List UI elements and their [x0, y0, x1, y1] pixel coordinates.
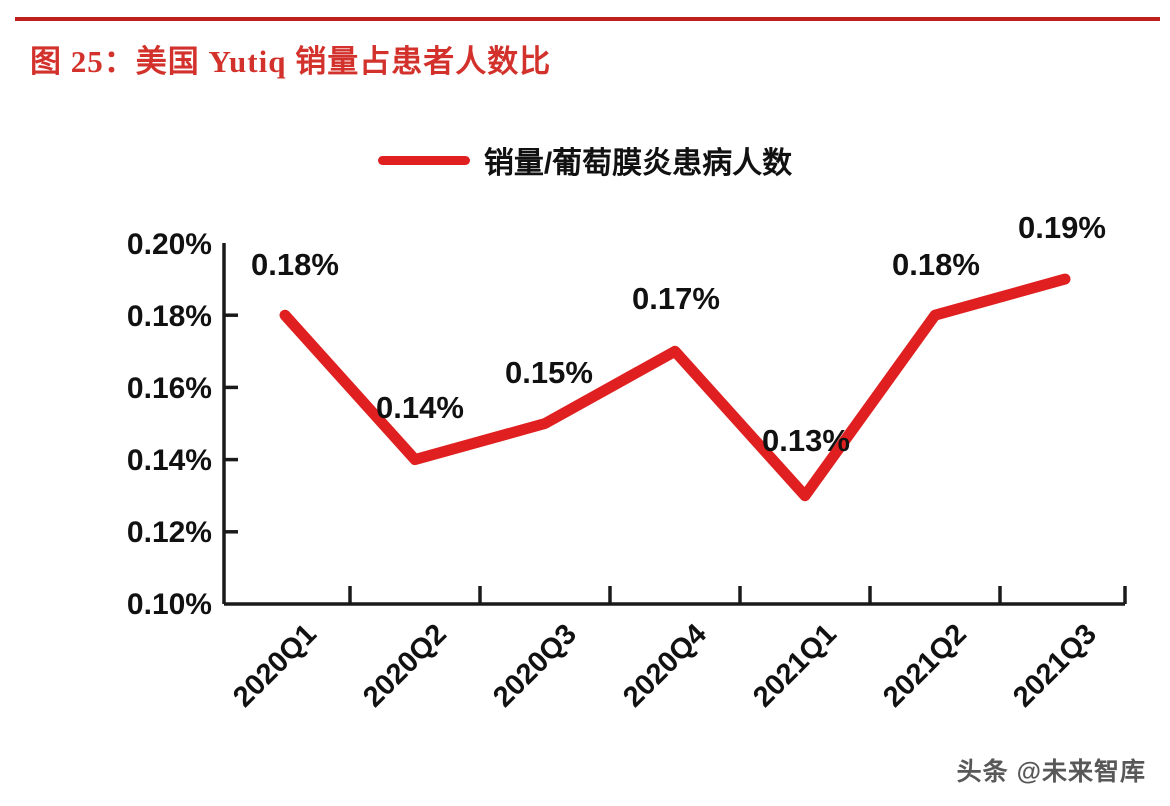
- data-point-label: 0.18%: [251, 247, 339, 282]
- data-point-label: 0.18%: [892, 247, 980, 282]
- data-point-label: 0.17%: [632, 281, 720, 316]
- data-point-label: 0.14%: [376, 390, 464, 425]
- data-point-label: 0.13%: [762, 423, 850, 458]
- header-red-rule: [15, 17, 1160, 21]
- data-point-label: 0.15%: [505, 355, 593, 390]
- chart-legend: 销量/葡萄膜炎患病人数: [0, 138, 1170, 182]
- y-axis-tick-label: 0.20%: [126, 228, 212, 261]
- y-axis-tick-label: 0.10%: [126, 588, 212, 621]
- watermark-text: 头条 @未来智库: [956, 758, 1146, 786]
- y-axis-tick-label: 0.16%: [126, 372, 212, 405]
- y-axis-ticks: [224, 313, 238, 534]
- x-axis-ticks: [348, 586, 1127, 604]
- legend-line-marker-icon: [377, 155, 470, 165]
- y-axis-tick-label: 0.12%: [126, 516, 212, 549]
- series-line-sales-per-patient: [279, 273, 1071, 502]
- legend-item-label: 销量/葡萄膜炎患病人数: [483, 147, 793, 180]
- page-title: 图 25：美国 Yutiq 销量占患者人数比: [30, 44, 552, 79]
- y-axis-tick-label: 0.18%: [126, 300, 212, 333]
- data-point-label: 0.19%: [1018, 210, 1106, 245]
- y-axis-tick-label: 0.14%: [126, 444, 212, 477]
